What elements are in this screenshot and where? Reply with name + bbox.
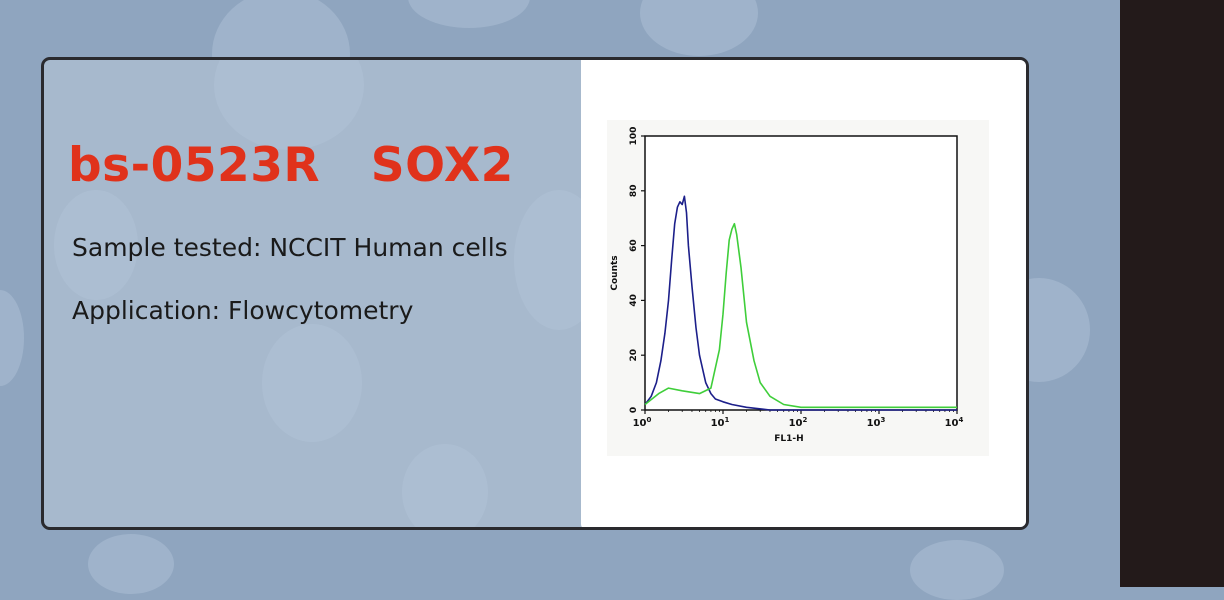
product-title: bs-0523R SOX2 — [68, 138, 514, 193]
y-tick-label: 100 — [629, 127, 639, 146]
card-blob — [54, 190, 138, 300]
application-text: Application: Flowcytometry — [72, 296, 414, 325]
card-blob — [262, 324, 362, 442]
background-blob — [0, 290, 24, 386]
histogram-svg: 0 20 40 60 80 100 100 101 102 103 104 FL1-H Counts — [610, 127, 964, 444]
right-dark-strip — [1120, 0, 1224, 587]
y-tick-label: 40 — [629, 294, 639, 307]
x-axis-label: FL1-H — [774, 434, 803, 444]
background-blob — [910, 540, 1004, 600]
chart-panel: 0 20 40 60 80 100 100 101 102 103 104 FL1-H Counts — [581, 60, 1026, 527]
y-tick-label: 80 — [629, 185, 639, 198]
x-tick-label: 102 — [789, 416, 808, 429]
x-tick-label: 101 — [711, 416, 730, 429]
y-axis-label: Counts — [610, 255, 620, 290]
sox2-histogram-curve — [644, 222, 957, 409]
x-tick-label: 104 — [945, 416, 964, 429]
y-tick-label: 0 — [629, 407, 639, 413]
sample-tested-text: Sample tested: NCCIT Human cells — [72, 233, 508, 262]
card-blob — [214, 60, 364, 150]
flow-histogram: 0 20 40 60 80 100 100 101 102 103 104 FL1-H Counts — [607, 120, 989, 456]
background-blob — [640, 0, 758, 56]
card-blob — [402, 444, 488, 527]
background-blob — [408, 0, 530, 28]
control-histogram-curve — [644, 195, 957, 411]
y-tick-label: 20 — [629, 349, 639, 362]
product-card: bs-0523R SOX2 Sample tested: NCCIT Human… — [41, 57, 1029, 530]
x-tick-label: 100 — [633, 416, 652, 429]
background-blob — [88, 534, 174, 594]
plot-frame — [644, 135, 958, 411]
x-tick-label: 103 — [867, 416, 886, 429]
y-tick-label: 60 — [629, 239, 639, 252]
